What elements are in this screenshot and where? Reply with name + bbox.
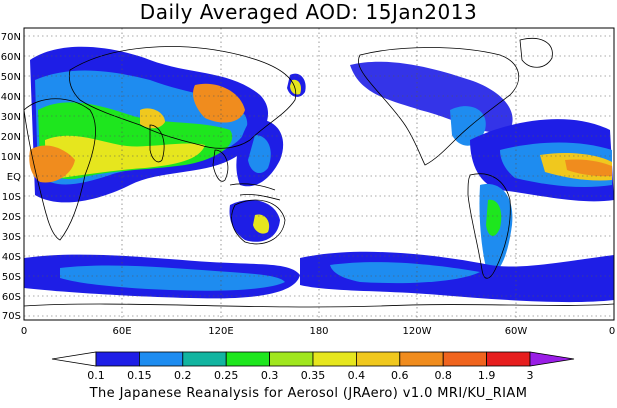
lon-label: 60E: [112, 326, 131, 337]
lat-label: 40S: [2, 252, 21, 263]
colorbar-swatch: [225, 351, 270, 367]
colorbar-swatch: [269, 351, 314, 367]
footer-credit: The Japanese Reanalysis for Aerosol (JRA…: [89, 386, 528, 401]
lon-label: 120W: [403, 326, 432, 337]
colorbar-swatch: [138, 351, 184, 367]
lat-label: 60S: [2, 292, 21, 303]
lat-label: 20S: [2, 212, 21, 223]
lon-label: 0: [21, 326, 27, 337]
map-title: Daily Averaged AOD: 15Jan2013: [139, 0, 478, 24]
colorbar-label: 0.25: [214, 369, 239, 382]
colorbar-swatch: [486, 351, 531, 367]
lat-label: 10S: [2, 192, 21, 203]
lat-label: 50S: [2, 272, 21, 283]
lat-label: 40N: [1, 92, 21, 103]
colorbar-label: 3: [527, 369, 534, 382]
lat-label: 70N: [1, 32, 21, 43]
colorbar-label: 0.1: [87, 369, 105, 382]
lat-label: 70S: [2, 311, 21, 322]
colorbar-label: 0.4: [348, 369, 366, 382]
colorbar-min-arrow: [51, 351, 97, 367]
lat-label: 50N: [1, 72, 21, 83]
colorbar-label: 0.8: [434, 369, 452, 382]
lat-label: 30N: [1, 112, 21, 123]
lat-label: 20N: [1, 132, 21, 143]
colorbar-swatch: [442, 351, 488, 367]
colorbar-label: 0.15: [127, 369, 152, 382]
lat-label: EQ: [7, 172, 21, 183]
lon-label: 180: [309, 326, 328, 337]
colorbar-label: 0.6: [391, 369, 409, 382]
map-frame: [23, 27, 615, 321]
lon-label: 120E: [208, 326, 233, 337]
lat-label: 10N: [1, 152, 21, 163]
colorbar-swatch: [182, 351, 227, 367]
colorbar-swatch: [399, 351, 444, 367]
colorbar-max-arrow: [529, 351, 575, 367]
colorbar-label: 0.35: [301, 369, 326, 382]
colorbar: 0.1 0.15 0.2 0.25 0.3 0.35 0.4 0.6 0.8 1.9 3: [51, 351, 575, 382]
lon-label: 0: [609, 326, 615, 337]
coastlines: [23, 38, 615, 308]
colorbar-label: 0.3: [261, 369, 279, 382]
colorbar-swatch: [312, 351, 357, 367]
colorbar-swatch: [95, 351, 140, 367]
colorbar-swatch: [355, 351, 401, 367]
graticule: [24, 28, 614, 320]
lon-label: 60W: [505, 326, 528, 337]
lat-label: 60N: [1, 52, 21, 63]
latitude-labels: 70N 60N 50N 40N 30N 20N 10N EQ 10S 20S 3…: [1, 32, 21, 322]
colorbar-label: 1.9: [478, 369, 496, 382]
longitude-labels: 0 60E 120E 180 120W 60W 0: [21, 326, 615, 337]
colorbar-label: 0.2: [174, 369, 192, 382]
lat-label: 30S: [2, 232, 21, 243]
aod-field: [24, 28, 614, 320]
